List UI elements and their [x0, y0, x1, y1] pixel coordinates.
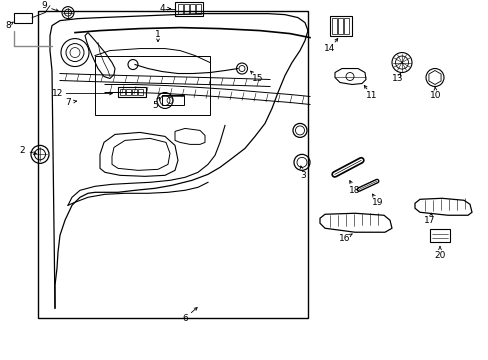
Text: 9: 9 — [41, 1, 47, 10]
Text: 6: 6 — [182, 314, 187, 323]
Text: 10: 10 — [429, 91, 441, 100]
Bar — [183, 4, 189, 14]
Text: 8: 8 — [5, 21, 11, 30]
Text: 4: 4 — [159, 4, 164, 13]
Bar — [178, 4, 183, 14]
Bar — [14, 13, 32, 23]
Bar — [429, 229, 449, 242]
Text: 1: 1 — [155, 30, 161, 39]
Bar — [138, 90, 142, 95]
Text: 18: 18 — [348, 186, 360, 195]
Text: 13: 13 — [391, 74, 403, 83]
Bar — [118, 87, 146, 98]
Bar — [343, 18, 348, 33]
Text: 20: 20 — [433, 251, 445, 260]
Text: 17: 17 — [424, 216, 435, 225]
Bar — [162, 95, 183, 105]
Text: 16: 16 — [339, 234, 350, 243]
Bar — [196, 4, 201, 14]
Text: 3: 3 — [300, 171, 305, 180]
Bar — [132, 90, 137, 95]
Bar — [95, 55, 209, 116]
Bar — [190, 4, 195, 14]
Text: 15: 15 — [252, 74, 263, 83]
Bar — [337, 18, 342, 33]
Bar — [329, 15, 351, 36]
Text: 2: 2 — [19, 146, 25, 155]
Text: 7: 7 — [65, 98, 71, 107]
Text: 19: 19 — [371, 198, 383, 207]
Bar — [331, 18, 336, 33]
Text: 11: 11 — [366, 91, 377, 100]
Text: 5: 5 — [152, 101, 158, 110]
Bar — [120, 90, 125, 95]
Bar — [175, 2, 203, 15]
Bar — [38, 11, 307, 318]
Bar — [126, 90, 131, 95]
Text: 12: 12 — [52, 89, 63, 98]
Text: 14: 14 — [324, 44, 335, 53]
